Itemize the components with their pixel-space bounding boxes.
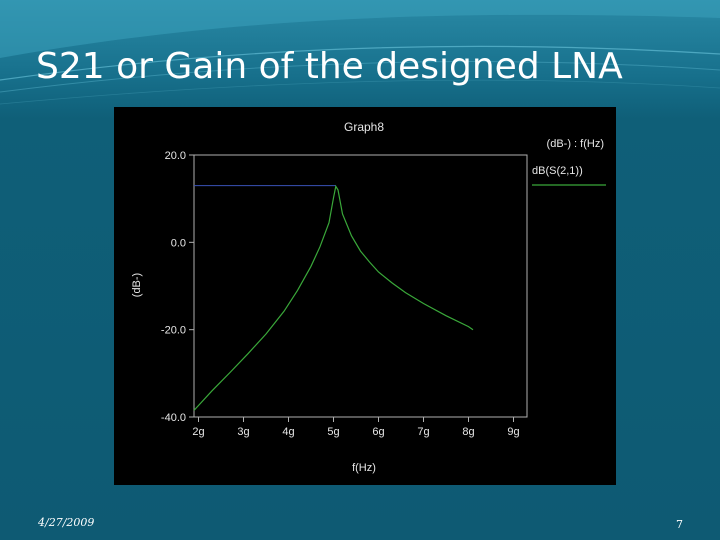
- legend-series-label: dB(S(2,1)): [532, 165, 583, 177]
- x-tick-label: 5g: [327, 426, 339, 438]
- x-tick-label: 9g: [507, 426, 519, 438]
- y-tick-label: 0.0: [171, 237, 186, 249]
- header-wave-decoration: [0, 0, 720, 105]
- x-tick-label: 4g: [282, 426, 294, 438]
- chart-title: Graph8: [344, 120, 384, 134]
- y-tick-label: 20.0: [165, 150, 186, 162]
- x-tick-label: 7g: [417, 426, 429, 438]
- x-tick-label: 6g: [372, 426, 384, 438]
- y-tick-label: -20.0: [161, 325, 186, 337]
- x-axis-label: f(Hz): [352, 462, 376, 474]
- series-line-s21: [193, 184, 474, 411]
- x-tick-label: 3g: [237, 426, 249, 438]
- x-axis: 2g 3g 4g 5g 6g 7g 8g 9g: [192, 417, 520, 438]
- slide-page-number: 7: [676, 518, 683, 531]
- y-axis: 20.0 0.0 -20.0 -40.0: [161, 150, 194, 424]
- x-tick-label: 2g: [192, 426, 204, 438]
- y-tick-label: -40.0: [161, 412, 186, 424]
- y-axis-label: (dB-): [131, 273, 143, 297]
- gain-chart: Graph8 (dB-) : f(Hz) dB(S(2,1)) 20.0 0.0 -…: [131, 120, 606, 474]
- slide-date: 4/27/2009: [38, 516, 95, 529]
- plot-window: Graph8 (dB-) : f(Hz) dB(S(2,1)) 20.0 0.0 -…: [114, 107, 616, 485]
- slide-title: S21 or Gain of the designed LNA: [36, 46, 623, 87]
- plot-frame: [193, 154, 528, 418]
- x-tick-label: 8g: [462, 426, 474, 438]
- legend-header: (dB-) : f(Hz): [547, 138, 604, 150]
